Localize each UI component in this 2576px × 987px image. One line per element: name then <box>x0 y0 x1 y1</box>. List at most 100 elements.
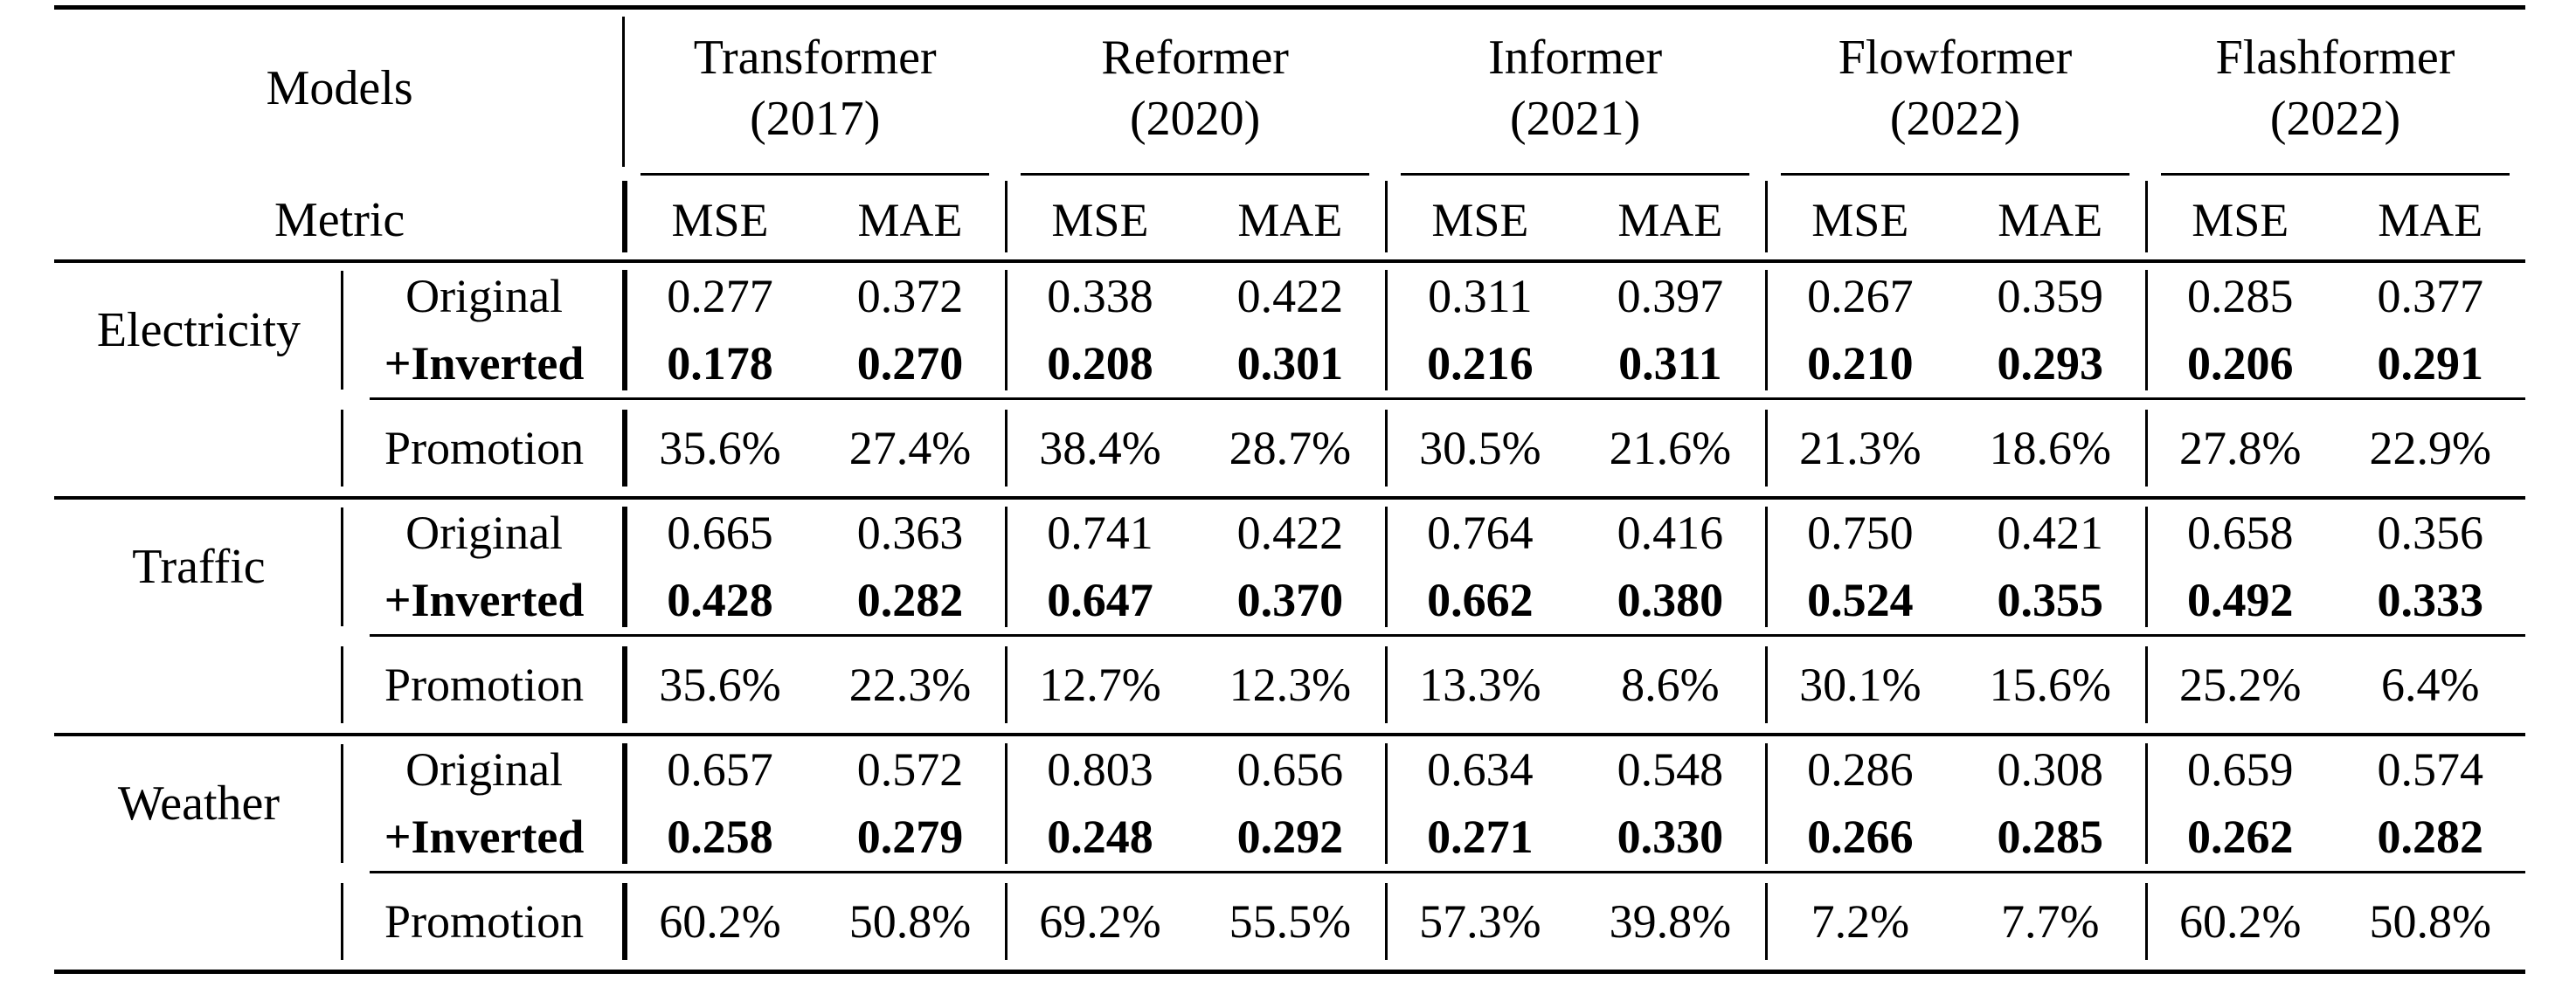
value-cell: 0.178 <box>625 330 815 397</box>
value-cell: 38.4% <box>1005 400 1195 496</box>
spacer-cell <box>54 167 625 181</box>
value-cell: 0.658 <box>2145 500 2336 567</box>
value-cell: 0.293 <box>1997 337 2104 390</box>
metric-header-cell: MSE <box>1765 181 1956 259</box>
value-cell: 69.2% <box>1005 873 1195 970</box>
value-cell: 0.750 <box>1765 500 1956 567</box>
value-cell: 0.416 <box>1617 507 1724 560</box>
table-row: Promotion 60.2% 50.8% 69.2% 55.5% 57.3% … <box>54 873 2525 970</box>
value-cell: 0.370 <box>1236 574 1344 627</box>
value-cell: 0.377 <box>2377 270 2483 323</box>
value-cell: 0.333 <box>2377 574 2483 627</box>
value-cell: 0.277 <box>625 263 815 330</box>
results-table: Models Transformer (2017) Reformer (2020… <box>54 5 2525 974</box>
value-cell: 7.2% <box>1765 873 1956 970</box>
value-cell: 0.492 <box>2145 567 2336 634</box>
model-year: (2022) <box>1889 92 2021 146</box>
value-cell: 0.647 <box>1005 567 1195 634</box>
value-cell: 0.267 <box>1765 263 1956 330</box>
value-cell: 55.5% <box>1229 894 1352 948</box>
value-cell: 0.359 <box>1997 270 2104 323</box>
value-cell: 0.216 <box>1385 330 1575 397</box>
bottom-rule-line <box>54 970 2525 974</box>
value-cell: 0.208 <box>1005 330 1195 397</box>
value-cell: 30.1% <box>1765 637 1956 733</box>
value-cell: 0.291 <box>2377 337 2483 390</box>
bottom-rule <box>54 970 2525 974</box>
value-cell: 0.282 <box>2377 811 2483 864</box>
table-row: +Inverted 0.178 0.270 0.208 0.301 0.216 … <box>54 330 2525 397</box>
metric-header-cell: MSE <box>1385 181 1575 259</box>
value-cell: 0.428 <box>625 567 815 634</box>
dataset-label-traffic: Traffic <box>54 500 343 634</box>
value-cell: 60.2% <box>625 873 815 970</box>
value-cell: 0.656 <box>1236 743 1344 797</box>
value-cell: 13.3% <box>1385 637 1575 733</box>
value-cell: 0.574 <box>2377 743 2483 797</box>
value-cell: 0.311 <box>1385 263 1575 330</box>
value-cell: 0.421 <box>1997 507 2104 560</box>
value-cell: 6.4% <box>2381 658 2480 711</box>
value-cell: 8.6% <box>1621 658 1720 711</box>
value-cell: 12.7% <box>1005 637 1195 733</box>
cmidrule-row <box>54 167 2525 181</box>
metric-header-cell: MSE <box>2145 181 2336 259</box>
value-cell: 25.2% <box>2145 637 2336 733</box>
model-header-reformer: Reformer (2020) <box>1005 10 1385 167</box>
value-cell: 0.308 <box>1997 743 2104 797</box>
cmidrule <box>1385 167 1766 181</box>
value-cell: 0.338 <box>1005 263 1195 330</box>
value-cell: 0.524 <box>1765 567 1956 634</box>
value-cell: 0.301 <box>1236 337 1344 390</box>
model-header-flowformer: Flowformer (2022) <box>1765 10 2145 167</box>
header-rule-line <box>54 259 2525 263</box>
section-rule-2 <box>54 733 2525 736</box>
value-cell: 0.206 <box>2145 330 2336 397</box>
row-label-promotion: Promotion <box>343 400 626 496</box>
value-cell: 0.665 <box>625 500 815 567</box>
value-cell: 21.6% <box>1609 421 1732 474</box>
model-year: (2017) <box>750 92 881 146</box>
spacer-cell <box>54 637 343 733</box>
model-name: Informer <box>1488 31 1663 85</box>
value-cell: 30.5% <box>1385 400 1575 496</box>
section-rule-line <box>54 733 2525 736</box>
value-cell: 15.6% <box>1989 658 2112 711</box>
metric-row: Metric MSE MAE MSE MAE MSE MAE MSE MAE M… <box>54 181 2525 259</box>
value-cell: 50.8% <box>848 894 972 948</box>
row-label-inverted: +Inverted <box>343 804 626 871</box>
value-cell: 7.7% <box>2001 894 2100 948</box>
spacer-cell <box>54 400 343 496</box>
section-rule-line <box>54 496 2525 500</box>
metric-header-cell: MSE <box>1005 181 1195 259</box>
model-header-informer: Informer (2021) <box>1385 10 1765 167</box>
value-cell: 0.285 <box>1997 811 2104 864</box>
metric-header-cell: MAE <box>1998 193 2103 246</box>
spacer-cell <box>54 873 343 970</box>
value-cell: 0.266 <box>1765 804 1956 871</box>
value-cell: 0.271 <box>1385 804 1575 871</box>
value-cell: 0.657 <box>625 736 815 804</box>
value-cell: 0.634 <box>1385 736 1575 804</box>
row-label-inverted: +Inverted <box>343 330 626 397</box>
value-cell: 0.282 <box>856 574 964 627</box>
value-cell: 35.6% <box>625 637 815 733</box>
value-cell: 18.6% <box>1989 421 2112 474</box>
metric-corner-cell: Metric <box>54 181 626 259</box>
value-cell: 0.548 <box>1617 743 1724 797</box>
model-name: Flowformer <box>1838 31 2073 85</box>
value-cell: 0.286 <box>1765 736 1956 804</box>
value-cell: 0.422 <box>1236 270 1344 323</box>
dataset-label-weather: Weather <box>54 736 343 871</box>
top-rule-line <box>54 5 2525 10</box>
value-cell: 0.803 <box>1005 736 1195 804</box>
value-cell: 27.4% <box>848 421 972 474</box>
value-cell: 0.285 <box>2145 263 2336 330</box>
table-row: Traffic Original 0.665 0.363 0.741 0.422… <box>54 500 2525 634</box>
value-cell: 0.262 <box>2145 804 2336 871</box>
value-cell: 27.8% <box>2145 400 2336 496</box>
value-cell: 60.2% <box>2145 873 2336 970</box>
models-corner-cell: Models <box>54 10 626 167</box>
header-rule <box>54 259 2525 263</box>
